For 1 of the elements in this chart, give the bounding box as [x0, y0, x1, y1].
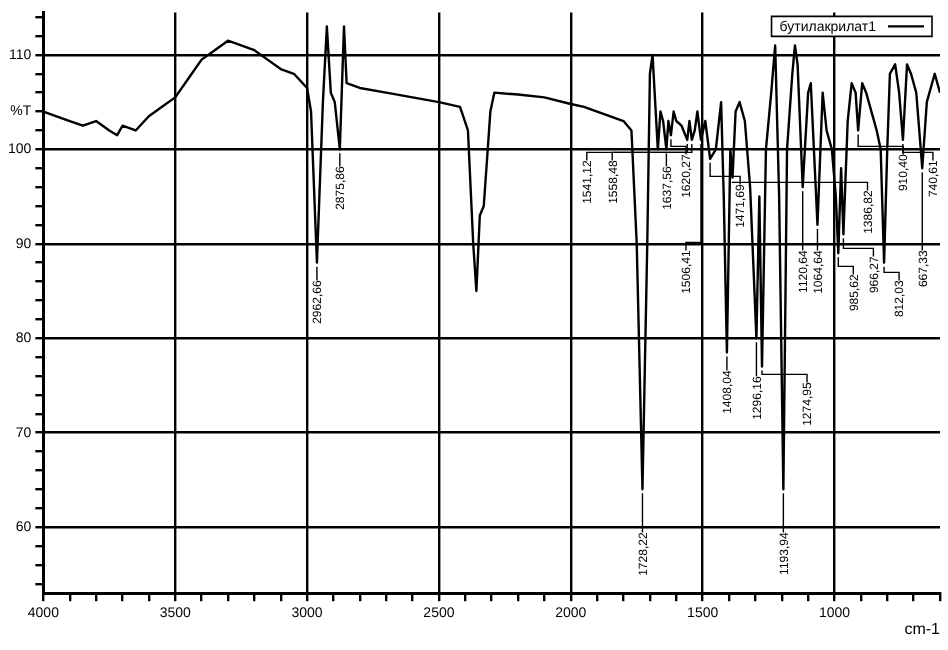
x-axis-title: cm-1	[904, 619, 942, 638]
